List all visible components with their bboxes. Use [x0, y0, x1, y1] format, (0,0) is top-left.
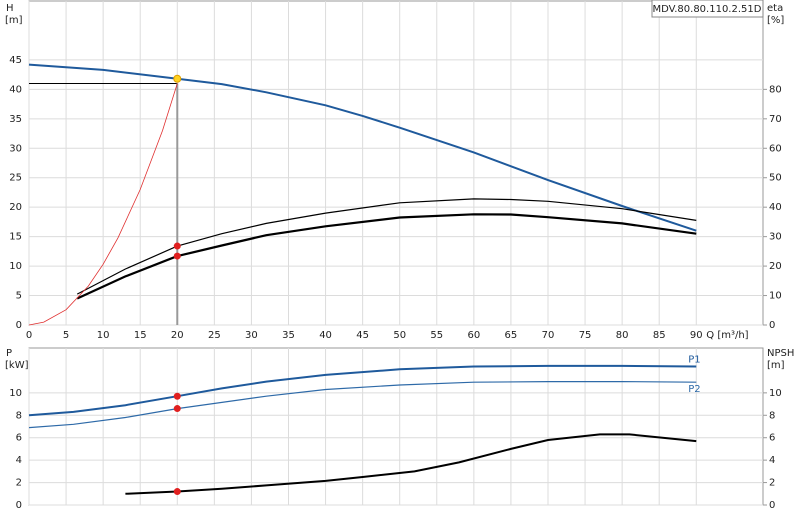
x-tick-label: 90 [690, 330, 703, 341]
series-label: P1 [688, 355, 700, 366]
y-tick-label: 40 [9, 84, 22, 95]
y-axis-unit: [kW] [5, 360, 29, 371]
y-tick-label: 4 [16, 455, 22, 466]
y-axis-unit: [m] [5, 15, 23, 26]
x-tick-label: 80 [616, 330, 629, 341]
y-axis-label: H [6, 3, 14, 14]
y-tick-label: 35 [9, 114, 22, 125]
x-tick-label: 40 [319, 330, 332, 341]
y2-tick-label: 0 [769, 320, 775, 331]
x-tick-label: 0 [26, 330, 32, 341]
operating-point [173, 74, 182, 83]
y-axis-label: P [6, 348, 12, 359]
x-axis-label: Q [m³/h] [706, 330, 748, 341]
y2-tick-label: 2 [769, 478, 775, 489]
x-tick-label: 70 [542, 330, 555, 341]
y-tick-label: 10 [9, 388, 22, 399]
y2-tick-label: 70 [769, 114, 782, 125]
y-tick-label: 45 [9, 55, 22, 66]
y-tick-label: 0 [16, 320, 22, 331]
x-tick-label: 65 [505, 330, 518, 341]
y-tick-label: 20 [9, 202, 22, 213]
y2-tick-label: 60 [769, 143, 782, 154]
curve [28, 381, 697, 429]
plot-area [28, 347, 764, 506]
x-tick-label: 15 [134, 330, 147, 341]
y2-axis-unit: [%] [767, 15, 784, 26]
curve [125, 433, 697, 495]
operating-point [173, 392, 181, 400]
x-tick-label: 60 [467, 330, 480, 341]
y-tick-label: 2 [16, 478, 22, 489]
y2-axis-unit: [m] [767, 360, 785, 371]
y-tick-label: 6 [16, 433, 22, 444]
series-label: P2 [688, 384, 700, 395]
y-tick-label: 8 [16, 410, 22, 421]
y-tick-label: 15 [9, 232, 22, 243]
y-tick-label: 25 [9, 173, 22, 184]
x-tick-label: 20 [171, 330, 184, 341]
chart-title: MDV.80.80.110.2.51D [653, 4, 762, 15]
x-tick-label: 45 [356, 330, 369, 341]
curve [28, 83, 178, 326]
plot-area [28, 0, 764, 326]
y2-axis-label: NPSH [767, 348, 794, 359]
y2-tick-label: 10 [769, 291, 782, 302]
operating-point [173, 488, 181, 496]
y2-tick-label: 40 [769, 202, 782, 213]
operating-point [173, 405, 181, 413]
y2-tick-label: 4 [769, 455, 775, 466]
y-tick-label: 10 [9, 261, 22, 272]
x-tick-label: 35 [282, 330, 295, 341]
y2-tick-label: 8 [769, 410, 775, 421]
x-tick-label: 10 [97, 330, 110, 341]
x-tick-label: 50 [393, 330, 406, 341]
y2-tick-label: 10 [769, 388, 782, 399]
x-tick-label: 85 [653, 330, 666, 341]
x-tick-label: 75 [579, 330, 592, 341]
y2-tick-label: 20 [769, 261, 782, 272]
curve [28, 364, 697, 417]
y2-tick-label: 0 [769, 500, 775, 511]
y-tick-label: 0 [16, 500, 22, 511]
x-tick-label: 25 [208, 330, 221, 341]
y2-tick-label: 30 [769, 232, 782, 243]
y-tick-label: 30 [9, 143, 22, 154]
y2-tick-label: 80 [769, 84, 782, 95]
curve [76, 213, 697, 300]
x-tick-label: 55 [430, 330, 443, 341]
y2-axis-label: eta [767, 3, 783, 14]
x-tick-label: 30 [245, 330, 258, 341]
operating-point [173, 252, 181, 260]
y-tick-label: 5 [16, 291, 22, 302]
y2-tick-label: 6 [769, 433, 775, 444]
operating-point [173, 242, 181, 250]
y2-tick-label: 50 [769, 173, 782, 184]
curve [76, 198, 697, 295]
x-tick-label: 5 [63, 330, 69, 341]
curve [28, 63, 697, 232]
title-box [651, 0, 764, 18]
